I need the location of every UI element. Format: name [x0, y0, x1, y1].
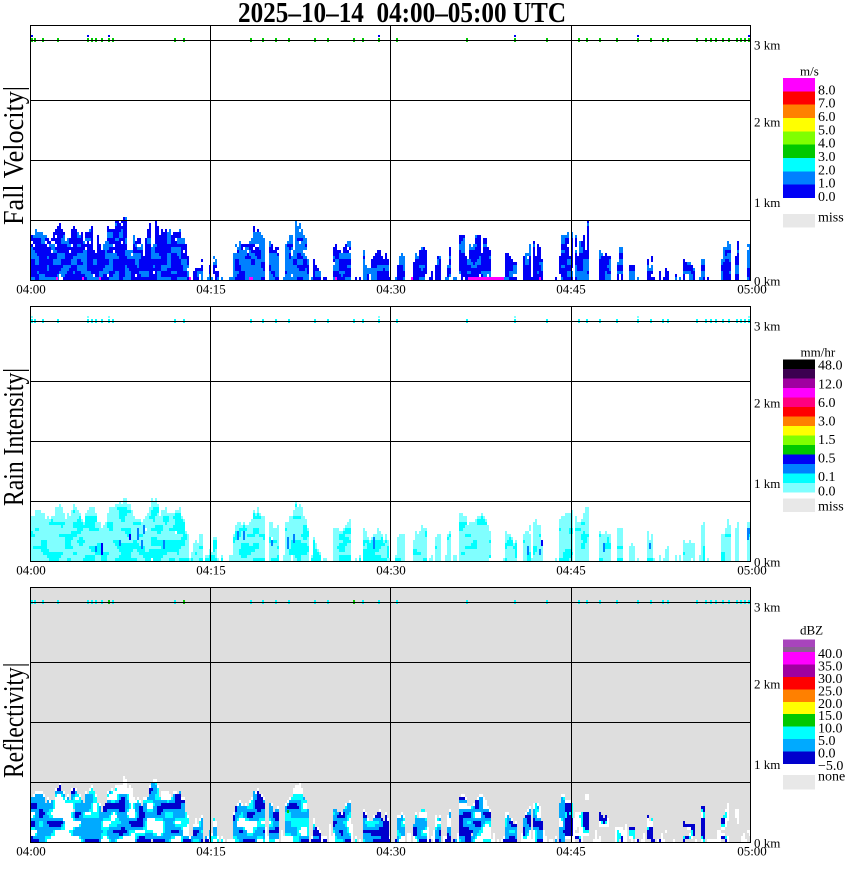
svg-text:05:00: 05:00	[737, 844, 767, 859]
svg-text:2025–10–14 04:00–05:00 UTC: 2025–10–14 04:00–05:00 UTC	[238, 0, 566, 29]
svg-text:1 km: 1 km	[754, 757, 780, 772]
svg-text:04:00: 04:00	[16, 563, 46, 578]
svg-text:04:45: 04:45	[556, 282, 586, 297]
svg-text:04:00: 04:00	[16, 844, 46, 859]
svg-text:05:00: 05:00	[737, 282, 767, 297]
svg-text:miss: miss	[818, 500, 844, 515]
svg-text:2 km: 2 km	[754, 677, 780, 692]
svg-text:1.0: 1.0	[818, 177, 836, 192]
svg-text:m/s: m/s	[800, 64, 819, 79]
svg-text:15.0: 15.0	[818, 709, 843, 724]
svg-text:0 km: 0 km	[754, 836, 780, 851]
svg-text:−5.0: −5.0	[818, 759, 843, 774]
svg-text:3 km: 3 km	[754, 600, 780, 615]
svg-text:dBZ: dBZ	[800, 623, 823, 638]
svg-text:3 km: 3 km	[754, 38, 780, 53]
svg-text:04:15: 04:15	[196, 844, 226, 859]
svg-text:3 km: 3 km	[754, 319, 780, 334]
svg-text:0.0: 0.0	[818, 190, 836, 205]
svg-text:04:30: 04:30	[376, 844, 406, 859]
svg-text:04:00: 04:00	[16, 282, 46, 297]
svg-text:5.0: 5.0	[818, 123, 836, 138]
svg-text:6.0: 6.0	[818, 110, 836, 125]
svg-text:20.0: 20.0	[818, 697, 843, 712]
svg-text:5.0: 5.0	[818, 734, 836, 749]
svg-text:mm/hr: mm/hr	[801, 345, 836, 360]
svg-text:0.5: 0.5	[818, 452, 836, 467]
svg-text:Rain Intensity|: Rain Intensity|	[0, 368, 30, 506]
svg-text:04:30: 04:30	[376, 563, 406, 578]
svg-text:3.0: 3.0	[818, 415, 836, 430]
svg-text:04:45: 04:45	[556, 563, 586, 578]
svg-text:none: none	[818, 770, 845, 785]
svg-text:12.0: 12.0	[818, 378, 843, 393]
svg-text:48.0: 48.0	[818, 359, 843, 374]
svg-text:Fall Velocity|: Fall Velocity|	[0, 86, 30, 225]
svg-text:25.0: 25.0	[818, 684, 843, 699]
svg-text:04:15: 04:15	[196, 282, 226, 297]
svg-text:Reflectivity|: Reflectivity|	[0, 663, 30, 779]
svg-text:30.0: 30.0	[818, 672, 843, 687]
svg-text:8.0: 8.0	[818, 83, 836, 98]
svg-text:04:15: 04:15	[196, 563, 226, 578]
svg-text:4.0: 4.0	[818, 137, 836, 152]
svg-text:6.0: 6.0	[818, 396, 836, 411]
svg-text:2.0: 2.0	[818, 163, 836, 178]
svg-text:2 km: 2 km	[754, 115, 780, 130]
svg-text:1 km: 1 km	[754, 195, 780, 210]
svg-text:0 km: 0 km	[754, 274, 780, 289]
svg-text:05:00: 05:00	[737, 563, 767, 578]
svg-text:1 km: 1 km	[754, 476, 780, 491]
svg-text:10.0: 10.0	[818, 722, 843, 737]
svg-text:40.0: 40.0	[818, 647, 843, 662]
svg-text:04:30: 04:30	[376, 282, 406, 297]
svg-text:2 km: 2 km	[754, 396, 780, 411]
svg-text:7.0: 7.0	[818, 97, 836, 112]
svg-text:miss: miss	[818, 211, 844, 226]
svg-text:0.0: 0.0	[818, 485, 836, 500]
svg-text:0.0: 0.0	[818, 747, 836, 762]
svg-text:0.1: 0.1	[818, 470, 836, 485]
svg-text:0 km: 0 km	[754, 555, 780, 570]
svg-text:04:45: 04:45	[556, 844, 586, 859]
svg-text:3.0: 3.0	[818, 150, 836, 165]
svg-text:35.0: 35.0	[818, 659, 843, 674]
svg-text:1.5: 1.5	[818, 433, 836, 448]
